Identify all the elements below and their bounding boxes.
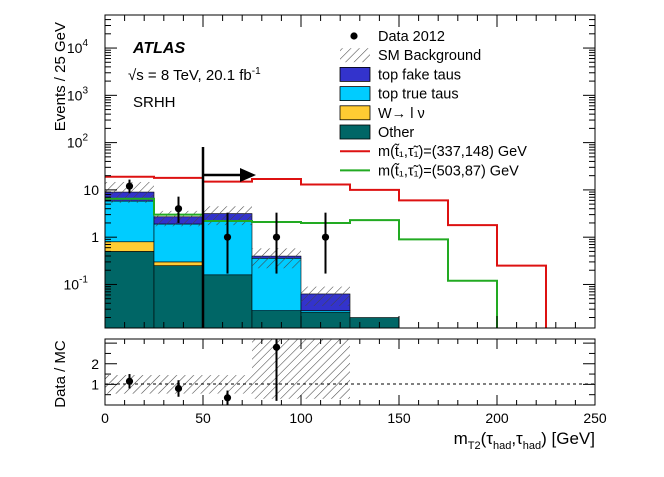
legend-swatch bbox=[339, 124, 371, 140]
y-tick-label: 104 bbox=[67, 38, 89, 56]
y-tick-base: 10 bbox=[67, 87, 83, 103]
ratio-y-axis-title: Data / MC bbox=[52, 340, 69, 408]
stack-bar bbox=[202, 274, 253, 328]
legend-label: SM Background bbox=[378, 48, 481, 64]
ratio-y-tick-label: 1 bbox=[91, 376, 99, 392]
y-tick-label: 103 bbox=[67, 85, 89, 103]
ratio-uncertainty-band bbox=[105, 339, 350, 399]
legend-label: top fake taus bbox=[378, 67, 461, 83]
legend-swatch bbox=[339, 86, 371, 101]
legend-item: Other bbox=[339, 124, 414, 141]
stack-bar bbox=[105, 241, 155, 252]
legend-item: W→ l ν bbox=[339, 105, 425, 122]
legend-swatch bbox=[339, 67, 371, 82]
x-tick-label: 200 bbox=[485, 410, 509, 426]
x-tick-label: 250 bbox=[583, 410, 607, 426]
y-axis-title: Events / 25 GeV bbox=[52, 22, 69, 131]
data-point bbox=[321, 233, 330, 241]
ratio-point bbox=[223, 394, 232, 402]
x-axis-title: mT2(τhad,τhad) [GeV] bbox=[454, 429, 595, 452]
stack-bar bbox=[251, 310, 302, 328]
legend-item: m(t̃₁,τ̃₁)=(503,87) GeV bbox=[340, 162, 519, 179]
legend-label: Other bbox=[378, 125, 414, 141]
stack-bar bbox=[105, 200, 155, 243]
data-point bbox=[223, 233, 232, 241]
legend-item: m(t̃₁,τ̃₁)=(337,148) GeV bbox=[340, 143, 527, 160]
legend-marker bbox=[350, 32, 358, 40]
x-tick-label: 100 bbox=[289, 410, 313, 426]
stack-bar bbox=[105, 251, 155, 328]
main-plot-frame bbox=[104, 14, 596, 329]
y-tick-label: 10-1 bbox=[64, 274, 89, 292]
region-label: SRHH bbox=[133, 94, 176, 111]
legend-item: top fake taus bbox=[339, 67, 461, 83]
y-tick-exponent: 4 bbox=[82, 38, 88, 49]
data-points bbox=[125, 179, 330, 274]
legend-item: Data 2012 bbox=[350, 29, 445, 45]
data-point bbox=[174, 205, 183, 213]
ratio-hatch bbox=[301, 339, 350, 399]
ratio-point bbox=[125, 377, 134, 385]
ratio-y-axis-ticks: 12 bbox=[91, 342, 595, 406]
legend-label: W→ l ν bbox=[378, 106, 425, 122]
stack-bar bbox=[153, 261, 204, 266]
ratio-point bbox=[174, 384, 183, 393]
legend-item: top true taus bbox=[339, 86, 459, 103]
selection-cut-marker bbox=[201, 147, 256, 328]
ratio-point bbox=[272, 343, 281, 351]
stack-bar bbox=[300, 311, 351, 328]
legend: Data 2012 SM Background top fake taus top t… bbox=[339, 29, 527, 179]
y-tick-label: 102 bbox=[67, 133, 89, 151]
data-point bbox=[125, 182, 134, 190]
y-tick-label: 10 bbox=[83, 182, 99, 198]
y-tick-exponent: 3 bbox=[82, 85, 88, 96]
data-point bbox=[272, 233, 281, 241]
uncertainty-hatch bbox=[301, 286, 350, 307]
legend-label: top true taus bbox=[378, 87, 459, 103]
legend-swatch bbox=[339, 105, 371, 121]
stack-bar bbox=[153, 223, 204, 263]
legend-label: m(t̃₁,τ̃₁)=(337,148) GeV bbox=[378, 143, 527, 160]
y-tick-exponent: -1 bbox=[79, 274, 88, 285]
atlas-label: ATLAS bbox=[132, 40, 185, 57]
ratio-plot-area: 12 0 50 100 150 200 250 bbox=[91, 338, 607, 426]
energy-lumi-label: √s = 8 TeV, 20.1 fb-1 bbox=[128, 66, 261, 84]
y-tick-base: 10 bbox=[67, 40, 83, 56]
x-tick-label: 150 bbox=[387, 410, 411, 426]
y-tick-base: 10 bbox=[64, 276, 80, 292]
ratio-y-tick-label: 2 bbox=[91, 356, 99, 372]
y-tick-exponent: 2 bbox=[82, 133, 88, 144]
x-tick-label: 0 bbox=[101, 410, 109, 426]
ratio-points bbox=[125, 339, 281, 405]
main-x-axis-ticks bbox=[104, 15, 596, 328]
legend-label: m(t̃₁,τ̃₁)=(503,87) GeV bbox=[378, 162, 519, 179]
cut-arrowhead bbox=[240, 168, 256, 182]
stack-bar bbox=[153, 265, 204, 328]
y-tick-label: 1 bbox=[91, 229, 99, 245]
x-tick-label: 50 bbox=[195, 410, 211, 426]
legend-swatch bbox=[340, 48, 370, 63]
ratio-plot-frame bbox=[104, 338, 596, 406]
x-axis-ticks: 0 50 100 150 200 250 bbox=[101, 339, 607, 426]
y-tick-base: 10 bbox=[67, 135, 83, 151]
legend-label: Data 2012 bbox=[378, 29, 445, 45]
legend-item: SM Background bbox=[340, 48, 481, 64]
